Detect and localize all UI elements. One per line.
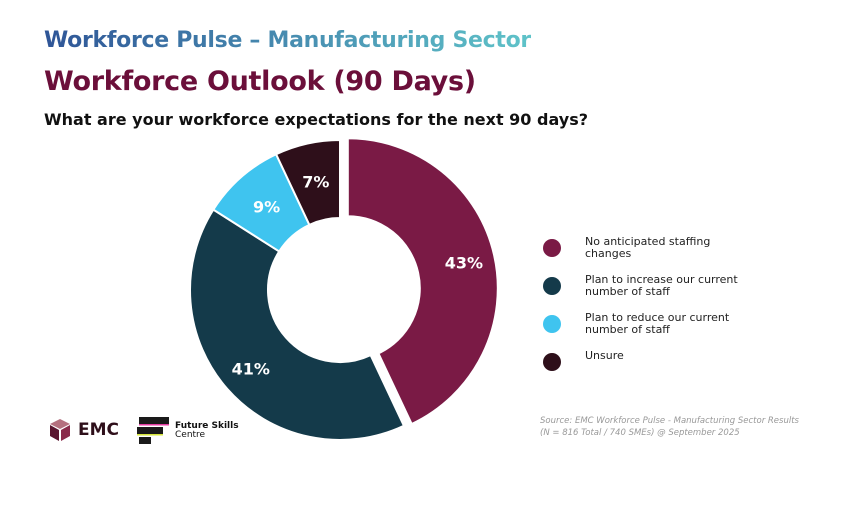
emc-logo-text: EMC — [78, 420, 120, 440]
donut-slice — [274, 138, 341, 227]
legend-swatch — [543, 277, 561, 295]
legend-swatch — [543, 353, 561, 371]
data-label: 43% — [445, 253, 483, 272]
question: What are your workforce expectations for… — [44, 110, 588, 129]
legend-swatch — [543, 239, 561, 257]
fsc-line-1: Future Skills — [175, 421, 239, 431]
legend-label: No anticipated staffing changes — [585, 235, 711, 260]
donut-slice — [189, 208, 406, 441]
fsc-line-2: Centre — [175, 430, 206, 440]
source-line-1: Source: EMC Workforce Pulse - Manufactur… — [540, 416, 799, 426]
data-label: 9% — [253, 198, 280, 217]
data-label: 7% — [302, 173, 329, 192]
future-skills-centre-logo: Future Skills Centre — [137, 416, 239, 446]
page-title: Workforce Outlook (90 Days) — [44, 66, 476, 97]
legend-label: Plan to reduce our current number of sta… — [585, 311, 730, 336]
series-title: Workforce Pulse – Manufacturing Sector — [44, 28, 531, 53]
emc-cube-icon — [50, 419, 70, 441]
source-note: Source: EMC Workforce Pulse - Manufactur… — [540, 415, 799, 439]
legend-label: Unsure — [585, 349, 624, 362]
donut-slice — [346, 137, 499, 426]
fsc-mark-icon — [137, 417, 169, 444]
source-line-2: (N = 816 Total / 740 SMEs) @ September 2… — [540, 428, 740, 438]
emc-logo: EMC — [48, 418, 119, 442]
legend-label: Plan to increase our current number of s… — [585, 273, 738, 298]
data-label: 41% — [232, 360, 270, 379]
legend-swatch — [543, 315, 561, 333]
